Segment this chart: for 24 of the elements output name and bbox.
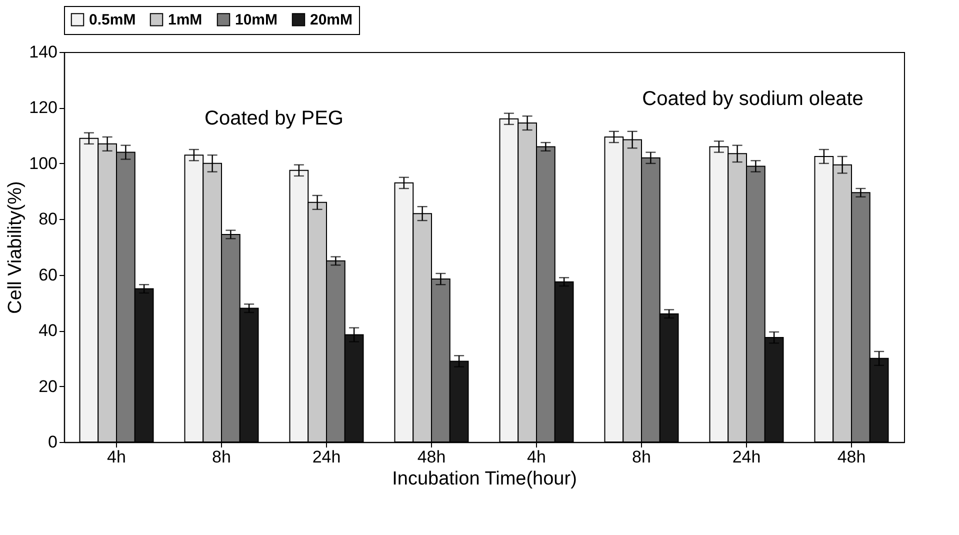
x-tick-label: 8h bbox=[212, 448, 231, 466]
y-tick-label: 120 bbox=[29, 98, 58, 118]
legend-label: 1mM bbox=[168, 12, 202, 29]
x-tick-label: 48h bbox=[417, 448, 446, 466]
annotation: Coated by PEG bbox=[204, 107, 344, 130]
y-tick-label: 140 bbox=[29, 42, 58, 62]
x-axis-title: Incubation Time(hour) bbox=[392, 468, 577, 490]
x-tick-label: 4h bbox=[107, 448, 126, 466]
y-tick-label: 100 bbox=[29, 154, 58, 173]
y-tick-label: 20 bbox=[38, 376, 58, 396]
legend-label: 20mM bbox=[310, 12, 353, 29]
x-tick-label: 8h bbox=[632, 448, 651, 466]
legend-label: 0.5mM bbox=[89, 12, 136, 29]
x-tick-label: 48h bbox=[837, 448, 866, 466]
y-tick-label: 0 bbox=[48, 432, 58, 452]
y-axis-title: Cell Viability(%) bbox=[5, 181, 26, 314]
y-tick-label: 60 bbox=[38, 265, 58, 284]
annotation: Coated by sodium oleate bbox=[642, 88, 864, 110]
y-tick-label: 40 bbox=[38, 321, 58, 340]
x-tick-label: 24h bbox=[312, 448, 341, 466]
x-tick-label: 24h bbox=[732, 448, 761, 466]
y-tick-label: 80 bbox=[38, 210, 58, 229]
x-tick-label: 4h bbox=[527, 448, 546, 466]
legend-label: 10mM bbox=[235, 12, 278, 29]
